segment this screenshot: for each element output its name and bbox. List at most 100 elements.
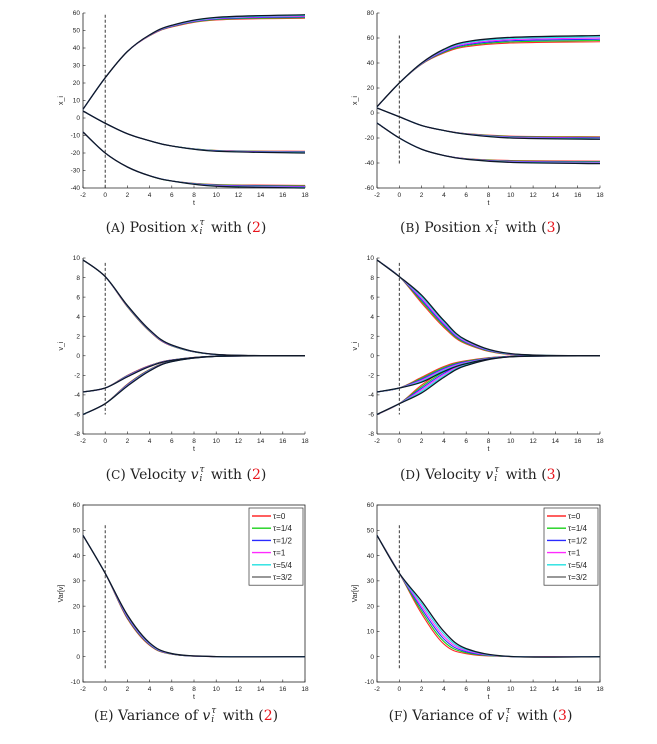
series-line: [82, 131, 306, 189]
series-line: [376, 107, 601, 140]
chart-panel-A: -2 0 2 4 6 8 10 12 14 16 18-40-30-20-1001020304050…: [58, 10, 309, 207]
y-tick-label: 10: [73, 98, 81, 105]
caption-close: ): [555, 220, 561, 236]
series-line: [376, 107, 601, 138]
caption-subscript: i: [505, 715, 509, 725]
x-tick-label: 14: [552, 438, 560, 445]
x-tick-label: 14: [257, 686, 265, 693]
x-tick-label: 12: [529, 686, 537, 693]
caption-with: with (: [218, 708, 264, 724]
y-tick-label: 10: [73, 629, 81, 636]
x-tick-label: -2: [80, 686, 86, 693]
series-line: [82, 110, 306, 152]
caption-text: ) Velocity: [415, 467, 486, 483]
equation-reference-link[interactable]: 2: [251, 220, 261, 236]
x-tick-label: 16: [279, 686, 287, 693]
legend-label: τ=5/4: [568, 561, 588, 570]
legend-label: τ=1: [568, 549, 581, 558]
y-tick-label: -10: [71, 679, 81, 686]
series-line: [82, 355, 306, 393]
x-tick-label: -2: [80, 438, 86, 445]
series-line: [82, 355, 306, 393]
x-tick-label: 18: [596, 438, 604, 445]
caption-open: (: [399, 467, 406, 483]
x-tick-label: 12: [529, 438, 537, 445]
x-tick-label: 16: [279, 438, 287, 445]
caption-letter: A: [111, 221, 120, 235]
equation-reference-link[interactable]: 3: [546, 467, 556, 483]
x-tick-label: 18: [301, 438, 309, 445]
caption-close: ): [566, 708, 573, 724]
x-tick-label: 2: [420, 438, 424, 445]
legend-label: τ=0: [568, 512, 581, 521]
y-tick-label: -20: [71, 150, 81, 157]
x-tick-label: 0: [397, 192, 401, 199]
caption-open: (: [93, 708, 100, 724]
series-line: [82, 535, 306, 658]
equation-reference-link[interactable]: 2: [251, 467, 261, 483]
caption-open: (: [105, 220, 112, 236]
series-line: [376, 122, 601, 164]
y-tick-label: 20: [73, 603, 81, 610]
x-tick-label: 4: [442, 438, 446, 445]
x-tick-label: 0: [103, 686, 107, 693]
equation-reference-link[interactable]: 3: [558, 708, 567, 724]
x-tick-label: 10: [213, 192, 221, 199]
caption-close: ): [272, 708, 279, 724]
chart-panel-F: -2 0 2 4 6 8 10 12 14 16 18 -10 0 10 20 30 40 50 60 t Var[v]…: [352, 502, 604, 701]
series-line: [376, 355, 601, 393]
legend-box: [543, 507, 599, 586]
x-tick-label: 14: [257, 438, 265, 445]
x-tick-label: 18: [301, 686, 309, 693]
series-line: [82, 110, 306, 153]
y-tick-label: 10: [367, 629, 375, 636]
x-tick-label: 0: [397, 686, 401, 693]
y-tick-label: -20: [365, 135, 375, 142]
legend-label: τ=3/2: [568, 573, 588, 582]
caption-text: ) Variance of: [402, 708, 497, 724]
series-line: [376, 107, 601, 140]
x-tick-label: 2: [126, 192, 130, 199]
x-tick-label: 18: [301, 192, 309, 199]
x-tick-label: -2: [374, 686, 380, 693]
series-line: [82, 131, 306, 189]
y-tick-label: 6: [76, 294, 80, 301]
x-tick-label: 6: [464, 438, 468, 445]
y-tick-label: -4: [368, 392, 374, 399]
series-line: [82, 355, 306, 415]
y-tick-label: 2: [370, 333, 374, 340]
caption-with: with (: [501, 220, 547, 236]
x-tick-label: 0: [103, 438, 107, 445]
x-tick-label: 0: [397, 438, 401, 445]
series-line: [82, 259, 306, 357]
caption-open: (: [388, 708, 395, 724]
y-tick-label: -10: [71, 133, 81, 140]
x-tick-label: 18: [596, 686, 604, 693]
caption-letter: F: [394, 709, 403, 723]
series-line: [376, 107, 601, 139]
x-tick-label: 4: [442, 192, 446, 199]
x-tick-label: -2: [80, 192, 86, 199]
y-tick-label: 0: [76, 353, 80, 360]
y-tick-label: 60: [367, 502, 375, 509]
y-tick-label: 10: [367, 255, 375, 262]
y-tick-label: -4: [74, 392, 80, 399]
x-tick-label: 0: [103, 192, 107, 199]
caption-open: (: [400, 220, 406, 236]
equation-reference-link[interactable]: 3: [546, 220, 556, 236]
x-tick-label: 6: [170, 686, 174, 693]
series-line: [82, 131, 306, 187]
x-tick-label: 10: [507, 192, 515, 199]
y-tick-label: 8: [76, 275, 80, 282]
equation-reference-link[interactable]: 2: [263, 708, 273, 724]
x-tick-label: 14: [257, 192, 265, 199]
series-line: [82, 110, 306, 153]
series-line: [82, 14, 306, 110]
series-line: [376, 355, 601, 393]
legend-label: τ=3/2: [273, 573, 293, 582]
x-tick-label: 4: [148, 192, 152, 199]
chart-panel-D: -2 0 2 4 6 8 10 12 14 16 18 -8 -6 -4 -2 0 2 4 6 8 10 t v_i: [352, 255, 604, 453]
